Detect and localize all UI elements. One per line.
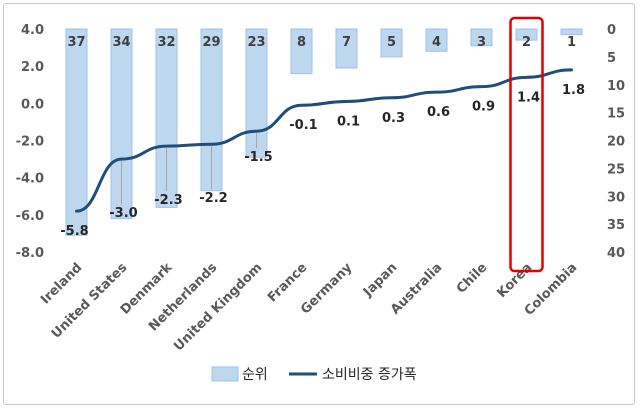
y-left-tick: 2.0 <box>21 60 44 75</box>
rank-labels-layer: 37 34 32 29 23 8 7 5 4 3 2 1 <box>67 35 576 50</box>
line-series-consumption-share-change <box>75 68 573 213</box>
value-label-netherlands: -2.2 <box>199 191 227 206</box>
chart-svg: 37 34 32 29 23 8 7 5 4 3 2 1 -5.8-3.0-2.3 -2.2-1.5-0… <box>16 16 625 383</box>
category-label-united-kingdom: United Kingdom <box>171 260 265 354</box>
bar-rank-chile <box>470 28 493 47</box>
rank-label-united-kingdom: 23 <box>247 35 265 50</box>
value-label-france: -0.1 <box>289 118 317 133</box>
legend-label-rank: 순위 <box>242 367 268 383</box>
y-axis-left: 4.0 2.0 0.0 -2.0 -4.0 -6.0 -8.0 <box>16 23 44 261</box>
value-label-united-states: -3.0 <box>109 206 137 221</box>
y-left-tick: -6.0 <box>16 209 44 224</box>
y-right-tick: 15 <box>607 107 625 122</box>
bar-rank-denmark <box>155 28 178 208</box>
bar-rank-germany <box>335 28 358 69</box>
value-label-united-kingdom: -1.5 <box>244 150 272 165</box>
rank-label-netherlands: 29 <box>202 35 220 50</box>
rank-label-japan: 5 <box>387 35 396 50</box>
rank-label-ireland: 37 <box>67 35 85 50</box>
rank-label-korea: 2 <box>522 35 531 50</box>
value-labels-layer: -5.8 -3.0 -2.3 -2.2 -1.5 -0.1 0.1 0.3 0.6 0.9 1.4 1… <box>60 83 585 239</box>
bar-rank-colombia <box>560 28 583 36</box>
y-right-tick: 30 <box>607 190 625 205</box>
y-right-tick: 35 <box>607 218 625 233</box>
rank-label-germany: 7 <box>342 35 351 50</box>
value-label-ireland: -5.8 <box>60 224 88 239</box>
y-left-tick: 4.0 <box>21 23 44 38</box>
bar-rank-united-states <box>110 28 133 220</box>
category-label-chile: Chile <box>454 260 491 297</box>
legend-swatch-rank <box>211 366 239 382</box>
rank-label-denmark: 32 <box>157 35 175 50</box>
rank-label-france: 8 <box>297 35 306 50</box>
bars-layer <box>65 28 583 236</box>
legend-label-consumption-share-change: 소비비중 증가폭 <box>322 367 417 383</box>
y-right-tick: 0 <box>607 23 616 38</box>
value-label-korea: 1.4 <box>517 90 540 105</box>
chart-frame: 37 34 32 29 23 8 7 5 4 3 2 1 -5.8 -3.0 -2.3 -2.2 -1.5 -0… <box>3 3 635 405</box>
category-label-france: France <box>265 260 310 305</box>
rank-label-colombia: 1 <box>567 35 576 50</box>
y-left-tick: 0.0 <box>21 97 44 112</box>
bar-rank-united-kingdom <box>245 28 268 158</box>
y-axis-right: 0 5 10 15 20 25 30 35 40 <box>607 23 625 261</box>
category-label-japan: Japan <box>360 260 400 300</box>
value-label-colombia: 1.8 <box>562 83 585 98</box>
rank-label-australia: 4 <box>432 35 441 50</box>
bar-rank-korea <box>515 28 538 41</box>
bar-rank-france <box>290 28 313 75</box>
value-label-australia: 0.6 <box>427 105 450 120</box>
y-right-tick: 40 <box>607 246 625 261</box>
value-label-denmark: -2.3 <box>154 193 182 208</box>
y-right-tick: 20 <box>607 135 625 150</box>
bar-rank-ireland <box>65 28 88 236</box>
legend: 순위 소비비중 증가폭 <box>211 366 417 383</box>
value-label-chile: 0.9 <box>472 100 495 115</box>
y-right-tick: 25 <box>607 162 625 177</box>
y-right-tick: 10 <box>607 79 625 94</box>
category-label-united-states: United States <box>49 260 131 342</box>
bar-rank-japan <box>380 28 403 58</box>
korea-highlight-box <box>509 16 544 273</box>
y-left-tick: -4.0 <box>16 172 44 187</box>
y-right-tick: 5 <box>607 51 616 66</box>
rank-label-united-states: 34 <box>112 35 130 50</box>
value-label-germany: 0.1 <box>337 114 360 129</box>
y-left-tick: -8.0 <box>16 246 44 261</box>
bar-rank-netherlands <box>200 28 223 192</box>
rank-label-chile: 3 <box>477 35 486 50</box>
value-label-japan: 0.3 <box>382 111 405 126</box>
category-label-korea: Korea <box>494 260 535 301</box>
y-left-tick: -2.0 <box>16 135 44 150</box>
bar-rank-australia <box>425 28 448 52</box>
leader-lines-layer <box>121 133 257 205</box>
